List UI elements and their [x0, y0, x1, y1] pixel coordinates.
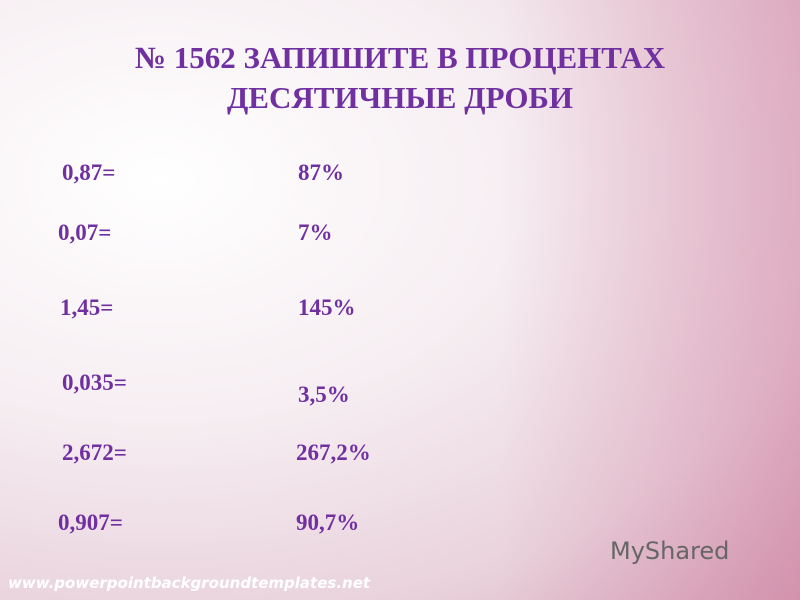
- background-shade: [500, 0, 800, 600]
- answer: 87%: [298, 160, 344, 185]
- answer: 267,2%: [296, 440, 371, 465]
- answer: 90,7%: [296, 510, 360, 535]
- watermark: www.powerpointbackgroundtemplates.net: [8, 574, 371, 592]
- answer: 145%: [298, 295, 356, 320]
- fraction: 0,907=: [58, 510, 123, 535]
- fraction: 0,035=: [62, 370, 127, 395]
- answer: 7%: [298, 220, 333, 245]
- answer: 3,5%: [298, 382, 350, 407]
- title: № 1562 ЗАПИШИТЕ В ПРОЦЕНТАХ ДЕСЯТИЧНЫЕ Д…: [134, 40, 666, 115]
- fraction: 1,45=: [60, 295, 114, 320]
- logo: MyShared: [610, 537, 730, 565]
- fraction: 2,672=: [62, 440, 127, 465]
- fraction: 0,07=: [58, 220, 112, 245]
- fraction: 0,87=: [62, 160, 116, 185]
